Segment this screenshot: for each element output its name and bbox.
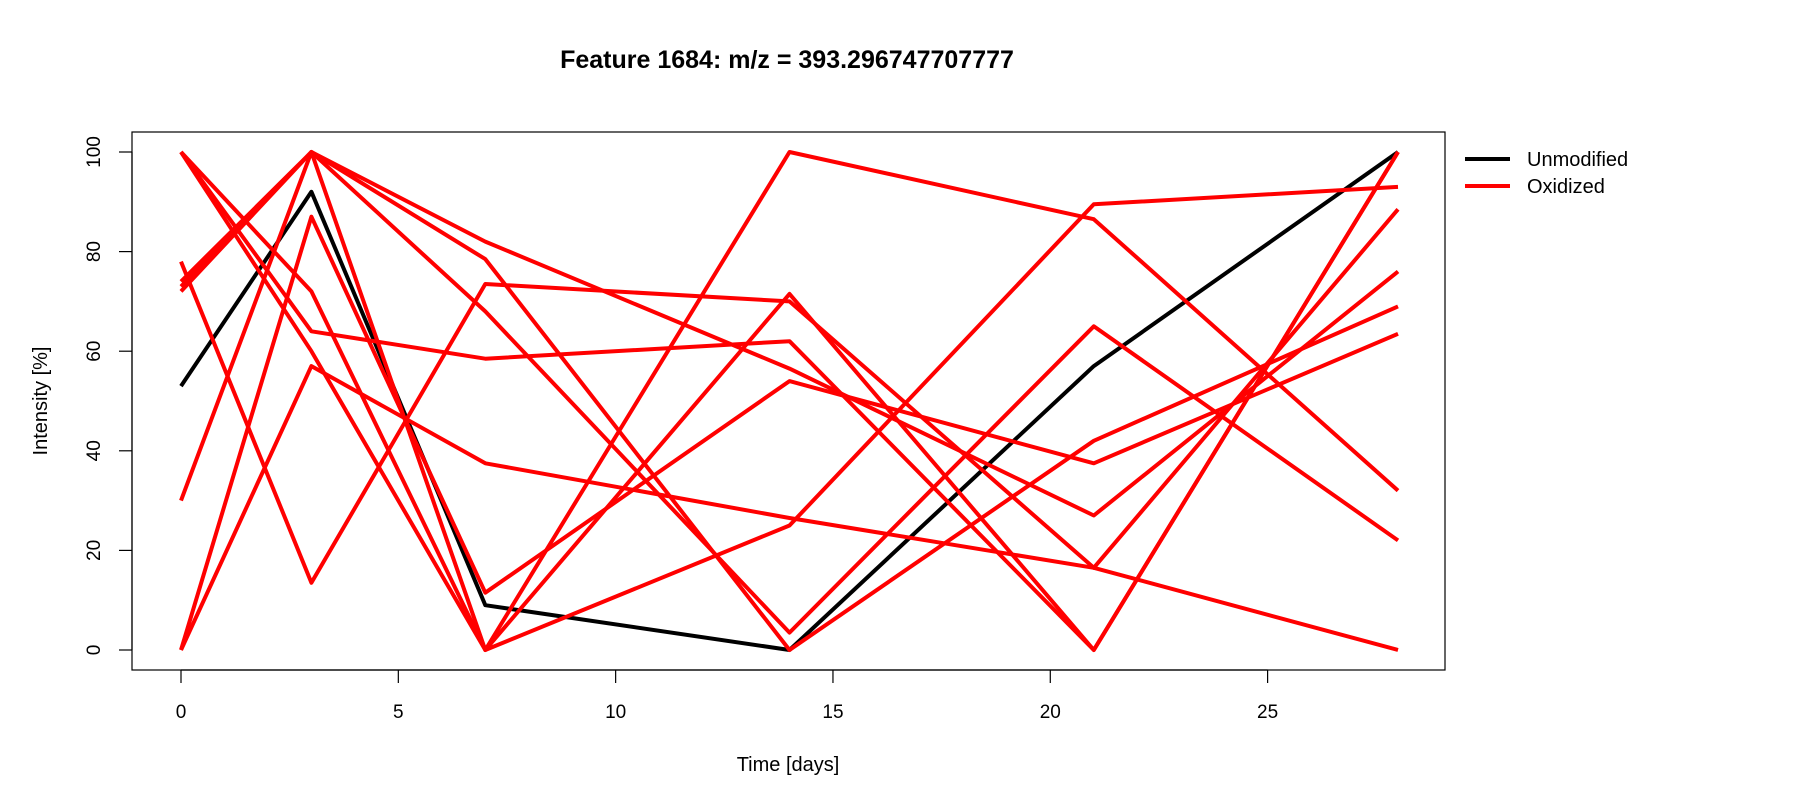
- x-tick-label: 5: [393, 702, 404, 723]
- legend-label-oxidized: Oxidized: [1527, 176, 1605, 198]
- series-line-oxidized-4: [179, 208, 1400, 585]
- legend: Unmodified Oxidized: [1465, 149, 1628, 198]
- x-tick-label: 25: [1257, 702, 1278, 723]
- series-line-oxidized-10: [179, 364, 1399, 652]
- x-tick-label: 0: [176, 702, 187, 723]
- x-tick-label: 15: [822, 702, 843, 723]
- legend-label-unmodified: Unmodified: [1527, 149, 1628, 171]
- series-line-oxidized-2: [179, 150, 1400, 652]
- chart-title: Feature 1684: m/z = 393.296747707777: [560, 46, 1014, 74]
- y-axis-label: Intensity [%]: [30, 347, 52, 456]
- y-axis: 0 20 40 60 80 100: [84, 136, 133, 656]
- x-axis-label: Time [days]: [737, 754, 840, 776]
- y-tick-label: 0: [84, 645, 105, 656]
- y-tick-label: 60: [84, 341, 105, 362]
- series-lines: [179, 150, 1400, 652]
- x-axis: 0 5 10 15 20 25: [176, 669, 1278, 723]
- series-line-oxidized-8: [179, 150, 1400, 652]
- series-line-oxidized-7: [179, 150, 1400, 635]
- y-tick-label: 20: [84, 540, 105, 561]
- y-tick-label: 80: [84, 241, 105, 262]
- series-line-oxidized-3: [179, 150, 1399, 652]
- series-line-oxidized-1: [179, 150, 1400, 652]
- y-tick-label: 40: [84, 440, 105, 461]
- x-tick-label: 10: [605, 702, 626, 723]
- x-tick-label: 20: [1040, 702, 1061, 723]
- y-tick-label: 100: [84, 136, 105, 168]
- series-line-unmodified-0: [179, 150, 1400, 652]
- series-line-oxidized-9: [179, 214, 1399, 651]
